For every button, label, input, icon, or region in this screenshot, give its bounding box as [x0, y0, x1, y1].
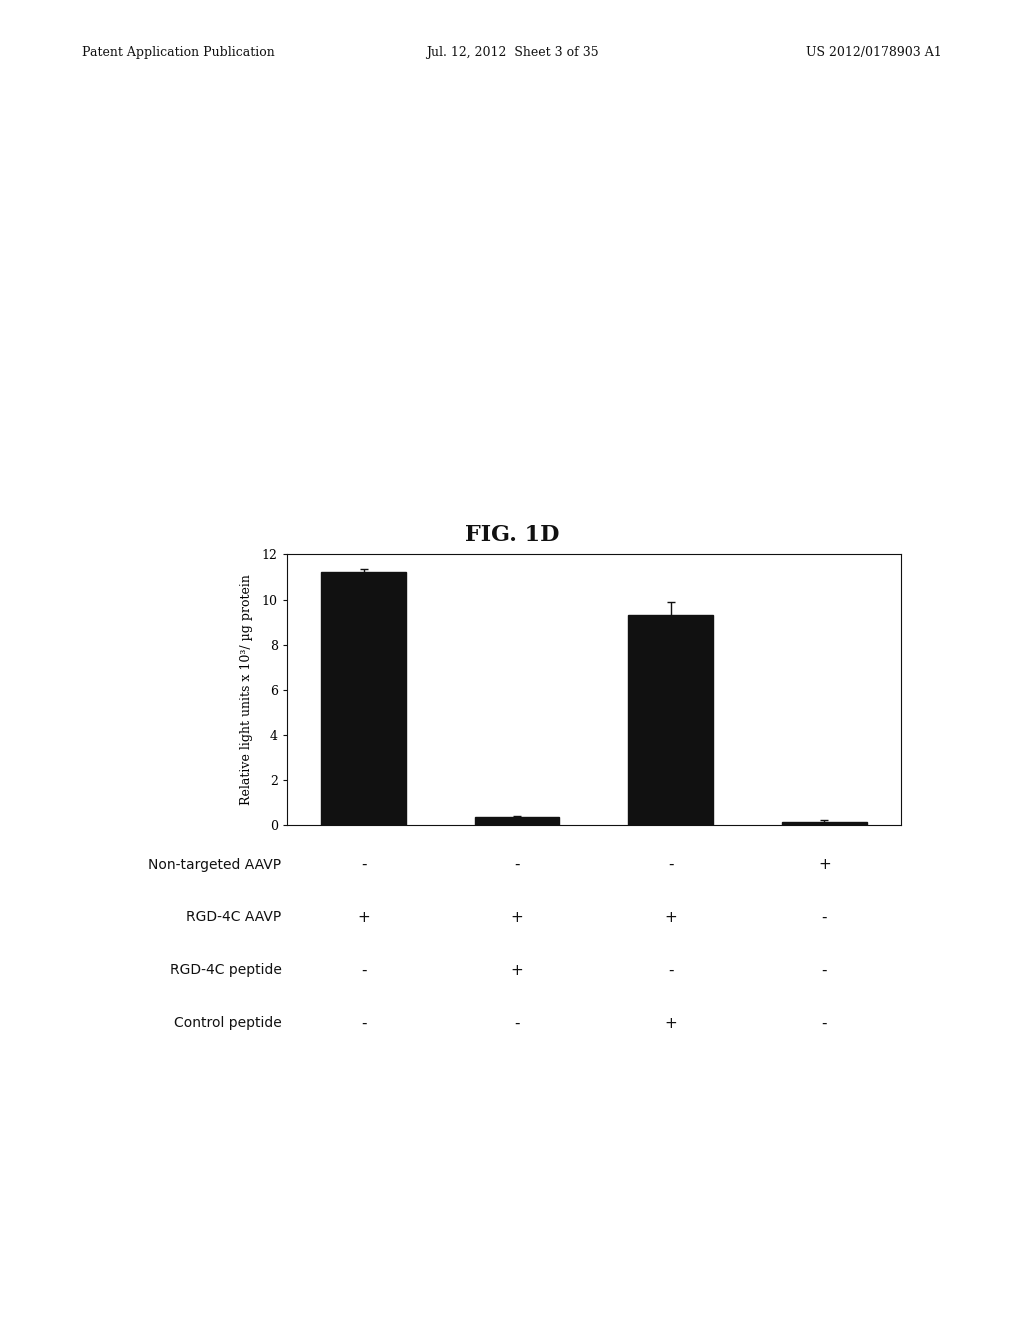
Text: +: + [511, 909, 523, 925]
Text: -: - [360, 1015, 367, 1031]
Text: FIG. 1D: FIG. 1D [465, 524, 559, 545]
Text: -: - [514, 857, 520, 873]
Bar [475, 817, 559, 825]
Text: RGD-4C AAVP: RGD-4C AAVP [186, 911, 282, 924]
Text: -: - [668, 962, 674, 978]
Text: RGD-4C peptide: RGD-4C peptide [170, 964, 282, 977]
Text: +: + [665, 1015, 677, 1031]
Text: Jul. 12, 2012  Sheet 3 of 35: Jul. 12, 2012 Sheet 3 of 35 [426, 46, 598, 59]
Bar [322, 573, 406, 825]
Text: -: - [821, 1015, 827, 1031]
Bar [782, 821, 866, 825]
Text: -: - [514, 1015, 520, 1031]
Text: +: + [818, 857, 830, 873]
Y-axis label: Relative light units x 10³/ µg protein: Relative light units x 10³/ µg protein [241, 574, 253, 805]
Bar [629, 615, 713, 825]
Text: -: - [821, 962, 827, 978]
Text: -: - [821, 909, 827, 925]
Text: Patent Application Publication: Patent Application Publication [82, 46, 274, 59]
Text: +: + [357, 909, 370, 925]
Text: +: + [665, 909, 677, 925]
Text: Control peptide: Control peptide [174, 1016, 282, 1030]
Text: US 2012/0178903 A1: US 2012/0178903 A1 [806, 46, 942, 59]
Text: -: - [360, 857, 367, 873]
Text: Non-targeted AAVP: Non-targeted AAVP [148, 858, 282, 871]
Text: +: + [511, 962, 523, 978]
Text: -: - [360, 962, 367, 978]
Text: -: - [668, 857, 674, 873]
